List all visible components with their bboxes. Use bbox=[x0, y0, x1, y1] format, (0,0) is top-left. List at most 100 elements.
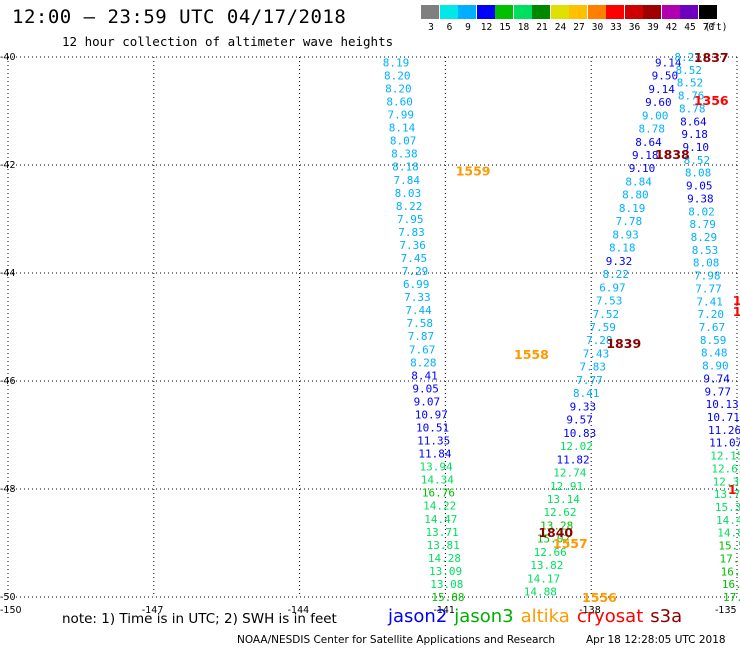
color-scale-swatch bbox=[439, 5, 458, 19]
wave-height-value: 8.22 bbox=[396, 200, 423, 213]
wave-height-value: 8.76 bbox=[678, 90, 705, 103]
wave-height-value: 8.41 bbox=[573, 387, 600, 400]
wave-height-value: 7.67 bbox=[409, 343, 436, 356]
wave-height-value: 14.28 bbox=[428, 552, 461, 565]
pass-time-label: 1556 bbox=[582, 590, 617, 605]
legend-item-cryosat: cryosat bbox=[576, 606, 644, 627]
color-scale-swatch bbox=[587, 5, 606, 19]
wave-height-value: 7.77 bbox=[576, 374, 603, 387]
color-scale-swatch bbox=[550, 5, 569, 19]
wave-height-value: 7.77 bbox=[695, 282, 722, 295]
legend-item-s3a: s3a bbox=[650, 606, 683, 627]
wave-height-value: 11.07 bbox=[709, 437, 740, 450]
color-scale-swatch bbox=[421, 5, 439, 19]
wave-height-value: 9.18 bbox=[632, 149, 659, 162]
wave-height-value: 13.09 bbox=[429, 565, 462, 578]
page-subtitle: 12 hour collection of altimeter wave hei… bbox=[62, 34, 394, 49]
wave-height-value: 15.02 bbox=[537, 533, 570, 546]
wave-height-value: 12.15 bbox=[710, 450, 740, 463]
wave-height-value: 8.28 bbox=[410, 356, 437, 369]
wave-height-value: 11.35 bbox=[417, 435, 450, 448]
pass-time-label: 1838 bbox=[655, 147, 690, 162]
wave-height-value: 11.84 bbox=[418, 448, 451, 461]
wave-height-value: 13.94 bbox=[420, 461, 453, 474]
pass-time-label: 1356 bbox=[694, 93, 729, 108]
wave-height-value: 13.14 bbox=[547, 493, 580, 506]
wave-height-value: 8.08 bbox=[685, 167, 712, 180]
color-scale-swatch bbox=[513, 5, 532, 19]
wave-height-value: 9.18 bbox=[681, 128, 708, 141]
wave-height-value: 8.52 bbox=[677, 77, 704, 90]
wave-height-value: 8.20 bbox=[384, 69, 411, 82]
x-tick-label: -138 bbox=[579, 605, 601, 616]
color-scale-label: 39 bbox=[647, 22, 659, 33]
wave-height-value: 7.59 bbox=[589, 321, 616, 334]
credit-line: NOAA/NESDIS Center for Satellite Applica… bbox=[237, 634, 555, 646]
wave-height-value: 13.82 bbox=[530, 559, 563, 572]
wave-height-value: 14.17 bbox=[527, 572, 560, 585]
wave-height-value: 8.20 bbox=[385, 82, 412, 95]
wave-height-value: 7.98 bbox=[694, 270, 721, 283]
pass-time-label: 1355 bbox=[733, 293, 740, 308]
wave-height-value: 7.20 bbox=[698, 308, 725, 321]
wave-height-value: 7.83 bbox=[580, 361, 607, 374]
wave-height-value: 9.10 bbox=[683, 141, 710, 154]
wave-height-value: 7.87 bbox=[408, 330, 435, 343]
wave-height-value: 14.44 bbox=[716, 514, 740, 527]
x-tick-label: -147 bbox=[142, 605, 164, 616]
color-scale-label: 6 bbox=[446, 22, 453, 33]
legend-item-jason3: jason3 bbox=[454, 606, 514, 627]
wave-height-value: 8.41 bbox=[411, 369, 438, 382]
wave-height-value: 8.78 bbox=[639, 123, 666, 136]
wave-height-value: 7.52 bbox=[593, 308, 620, 321]
wave-height-value: 8.93 bbox=[612, 228, 639, 241]
y-tick-label: -46 bbox=[0, 376, 16, 387]
wave-height-value: 8.08 bbox=[693, 257, 720, 270]
color-scale-swatch bbox=[680, 5, 698, 19]
wave-height-value: 8.80 bbox=[622, 189, 649, 202]
wave-height-value: 7.53 bbox=[596, 295, 623, 308]
pass-time-label: 1559 bbox=[456, 163, 491, 178]
wave-height-value: 16.25 bbox=[722, 578, 740, 591]
wave-height-value: 12.62 bbox=[543, 506, 576, 519]
legend-item-jason2: jason2 bbox=[388, 606, 448, 627]
wave-height-value: 12.66 bbox=[534, 546, 567, 559]
color-scale-label: 36 bbox=[628, 22, 641, 33]
wave-height-value: 9.10 bbox=[629, 162, 656, 175]
wave-height-value: 17.30 bbox=[723, 591, 740, 604]
wave-height-value: 7.84 bbox=[393, 174, 420, 187]
wave-height-value: 14.34 bbox=[421, 474, 454, 487]
color-scale-label: 42 bbox=[665, 22, 678, 33]
wave-height-value: 9.00 bbox=[642, 109, 669, 122]
wave-height-value: 11.82 bbox=[557, 453, 590, 466]
color-scale-label: 9 bbox=[465, 22, 471, 33]
y-tick-label: -48 bbox=[0, 484, 16, 495]
wave-height-value: 8.90 bbox=[702, 360, 729, 373]
wave-height-value: 8.22 bbox=[602, 268, 629, 281]
wave-height-value: 8.19 bbox=[619, 202, 646, 215]
wave-height-value: 7.44 bbox=[405, 304, 432, 317]
wave-height-value: 7.45 bbox=[401, 252, 428, 265]
wave-height-value: 9.38 bbox=[687, 192, 714, 205]
color-scale-swatch bbox=[495, 5, 513, 19]
color-scale-label: 18 bbox=[517, 22, 530, 33]
pass-time-label: 1354 bbox=[733, 304, 740, 319]
color-scale-label: 45 bbox=[684, 22, 696, 33]
wave-height-value: 7.36 bbox=[399, 239, 426, 252]
x-tick-label: -144 bbox=[288, 605, 310, 616]
wave-height-value: 9.05 bbox=[686, 180, 713, 193]
wave-height-value: 7.95 bbox=[397, 213, 424, 226]
wave-height-value: 13.77 bbox=[714, 488, 740, 501]
wave-height-value: 9.74 bbox=[703, 372, 730, 385]
color-scale-label: 15 bbox=[499, 22, 511, 33]
wave-height-value: 10.13 bbox=[706, 398, 739, 411]
color-scale-swatch bbox=[532, 5, 550, 19]
wave-height-value: 10.51 bbox=[416, 421, 449, 434]
wave-height-value: 9.60 bbox=[645, 96, 672, 109]
footnote: note: 1) Time is in UTC; 2) SWH is in fe… bbox=[62, 611, 337, 627]
color-scale-label: 21 bbox=[536, 22, 548, 33]
wave-height-value: 8.29 bbox=[691, 231, 718, 244]
wave-height-value: 8.52 bbox=[676, 64, 703, 77]
wave-height-value: 8.18 bbox=[392, 161, 419, 174]
wave-height-value: 8.59 bbox=[700, 334, 727, 347]
